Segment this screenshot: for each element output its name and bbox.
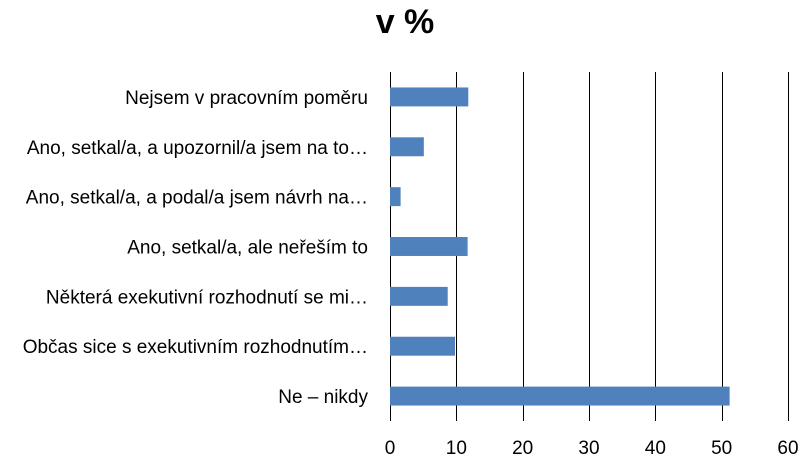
bar	[390, 87, 469, 107]
bar	[390, 237, 468, 256]
category-label: Ne – nikdy	[278, 387, 368, 408]
x-tick-label: 20	[512, 438, 533, 459]
chart-title: v %	[376, 3, 435, 41]
x-tick-label: 0	[385, 438, 396, 459]
bar	[390, 336, 456, 356]
x-tick-labels: 0 10 20 30 40 50 60	[385, 438, 799, 459]
category-label: Ano, setkal/a, a upozornil/a jsem na to…	[27, 138, 368, 159]
x-tick-label: 60	[777, 438, 798, 459]
category-label: Občas sice s exekutivním rozhodnutím…	[23, 337, 368, 358]
category-labels: Nejsem v pracovním poměru Ano, setkal/a, …	[23, 88, 369, 408]
x-tick-label: 10	[446, 438, 467, 459]
x-tick-label: 30	[578, 438, 599, 459]
bars	[390, 87, 730, 406]
gridlines	[390, 72, 789, 421]
x-tick-label: 40	[645, 438, 666, 459]
bar	[390, 286, 448, 306]
category-label: Některá exekutivní rozhodnutí se mi…	[46, 287, 368, 308]
category-label: Ano, setkal/a, ale neřeším to	[127, 238, 368, 259]
category-label: Ano, setkal/a, a podal/a jsem návrh na…	[26, 188, 368, 209]
bar	[390, 137, 424, 157]
bar	[390, 386, 730, 406]
category-label: Nejsem v pracovním poměru	[125, 88, 368, 109]
bar	[390, 187, 401, 207]
x-tick-label: 50	[711, 438, 732, 459]
